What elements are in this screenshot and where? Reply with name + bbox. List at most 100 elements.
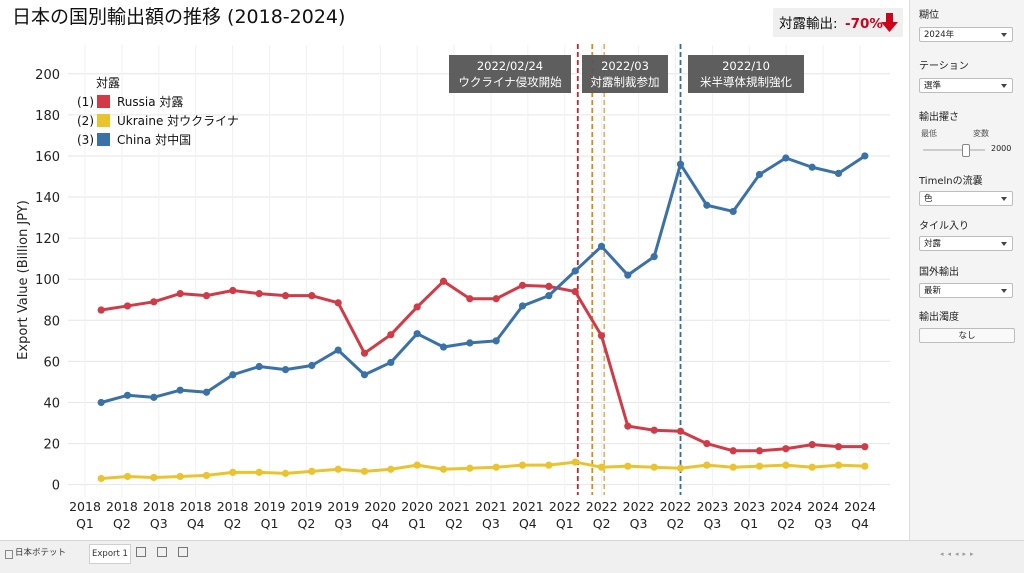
annotation-text: 2022/03 (601, 59, 649, 73)
legend-prefix: (2) (77, 114, 94, 128)
x-tick-label: Q2 (298, 516, 316, 531)
data-point (387, 465, 395, 473)
active-tab[interactable]: Export 1 (89, 544, 131, 564)
pager-icons[interactable]: ◂◂◂▸▸ (940, 550, 978, 558)
data-point (229, 371, 237, 379)
x-tick-label: 2022 (623, 499, 655, 514)
x-tick-label: 2021 (438, 499, 470, 514)
data-point (97, 474, 105, 483)
data-point (703, 439, 711, 448)
data-point (123, 391, 132, 399)
slider-max-label: 変数 (973, 129, 989, 138)
badge-box (773, 8, 903, 37)
data-point (597, 463, 606, 471)
data-point (360, 371, 369, 379)
annotation-text: 2022/02/24 (477, 59, 543, 73)
dropdown[interactable]: 2024年 (919, 27, 1013, 42)
x-tick-label: 2022 (660, 499, 692, 514)
x-tick-label: 2020 (401, 499, 433, 514)
legend-label: Russia 対露 (117, 95, 183, 109)
x-tick-label: 2023 (696, 499, 728, 514)
data-point (808, 163, 816, 171)
chart: 日本の国別輸出額の推移 (2018-2024) Export Value (Bi… (12, 6, 903, 531)
x-tick-label: Q3 (703, 516, 721, 531)
data-point (676, 160, 685, 168)
data-point (861, 443, 869, 451)
button[interactable]: なし (919, 328, 1015, 343)
annotation-text: 対露制裁参加 (591, 75, 660, 89)
data-point (413, 303, 421, 311)
down-arrow-icon (881, 13, 898, 32)
control-label: テーション (919, 61, 969, 72)
data-point (703, 461, 711, 469)
x-tick-label: 2019 (291, 499, 323, 514)
data-point (676, 427, 685, 435)
data-point (281, 292, 290, 300)
data-point (308, 467, 316, 475)
data-point (808, 463, 816, 471)
badge-label: 対露輸出: (779, 16, 838, 32)
x-tick-label: 2024 (807, 499, 839, 514)
x-tick-label: 2022 (549, 499, 581, 514)
sheet-tab[interactable]: 日本ボテット (15, 548, 67, 558)
data-point (650, 426, 658, 434)
data-point (360, 349, 369, 357)
slider-handle[interactable] (962, 144, 970, 157)
y-tick-label: 120 (35, 232, 60, 247)
data-point (439, 343, 448, 351)
data-point (492, 463, 500, 471)
data-point (782, 445, 790, 453)
y-tick-label: 40 (43, 396, 60, 411)
data-point (202, 388, 211, 396)
x-tick-label: 2019 (254, 499, 286, 514)
data-point (676, 464, 685, 472)
data-point (308, 292, 316, 300)
dropdown[interactable]: 色 (919, 191, 1013, 206)
x-tick-label: 2018 (143, 499, 175, 514)
data-point (387, 358, 395, 367)
y-axis-label: Export Value (Billion JPY) (16, 200, 31, 360)
legend-label: China 対中国 (117, 132, 191, 147)
x-tick-label: Q1 (76, 516, 94, 531)
x-tick-label: 2018 (106, 499, 138, 514)
x-tick-label: Q3 (630, 516, 648, 531)
data-point (703, 201, 711, 209)
data-point (387, 331, 395, 339)
data-point (97, 398, 105, 407)
data-point (123, 302, 132, 310)
dropdown[interactable]: 選準 (919, 78, 1013, 93)
data-point (597, 332, 606, 340)
data-point (729, 463, 737, 471)
data-point (176, 290, 184, 298)
x-tick-label: 2020 (364, 499, 396, 514)
slider-value: 2000 (991, 144, 1012, 153)
annotation-text: ウクライナ侵攻開始 (458, 75, 562, 89)
data-point (624, 462, 632, 470)
data-point (782, 154, 790, 162)
data-point (150, 473, 158, 482)
new-story-icon[interactable] (178, 547, 188, 557)
new-sheet-icon[interactable] (136, 547, 146, 557)
slider-min-label: 最低 (921, 129, 937, 138)
sheet-icon (5, 550, 13, 559)
data-point (334, 299, 342, 307)
data-point (518, 461, 527, 469)
data-point (650, 463, 658, 471)
x-tick-label: Q4 (187, 516, 205, 531)
slider-track (923, 149, 985, 151)
new-dashboard-icon[interactable] (157, 547, 167, 557)
data-point (334, 465, 342, 473)
legend-title: 対露 (96, 76, 120, 90)
x-tick-label: 2021 (512, 499, 544, 514)
data-point (545, 292, 553, 300)
x-tick-label: 2018 (217, 499, 249, 514)
dropdown[interactable]: 最新 (919, 283, 1013, 298)
dropdown[interactable]: 対露 (919, 236, 1013, 251)
bottom-bar: 日本ボテット Export 1 ◂◂◂▸▸ (0, 540, 1024, 573)
data-point (808, 441, 816, 449)
y-tick-label: 160 (35, 150, 60, 165)
data-point (755, 447, 764, 455)
data-point (413, 330, 421, 338)
data-point (360, 467, 369, 475)
data-point (308, 361, 316, 370)
